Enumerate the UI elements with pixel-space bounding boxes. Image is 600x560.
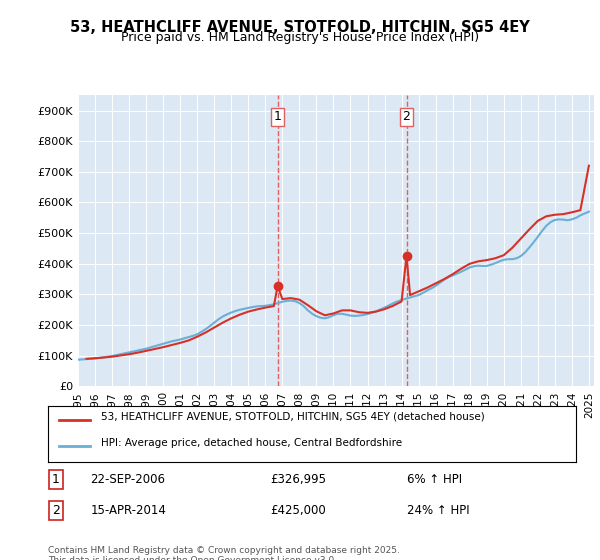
Text: 1: 1 [274,110,281,123]
Text: 15-APR-2014: 15-APR-2014 [90,504,166,517]
Text: £425,000: £425,000 [270,504,326,517]
Text: £326,995: £326,995 [270,473,326,486]
Text: HPI: Average price, detached house, Central Bedfordshire: HPI: Average price, detached house, Cent… [101,438,402,448]
Text: 1: 1 [52,473,60,486]
Text: 2: 2 [403,110,410,123]
Text: 53, HEATHCLIFF AVENUE, STOTFOLD, HITCHIN, SG5 4EY: 53, HEATHCLIFF AVENUE, STOTFOLD, HITCHIN… [70,20,530,35]
Text: 2: 2 [52,504,60,517]
Text: Price paid vs. HM Land Registry's House Price Index (HPI): Price paid vs. HM Land Registry's House … [121,31,479,44]
Text: 53, HEATHCLIFF AVENUE, STOTFOLD, HITCHIN, SG5 4EY (detached house): 53, HEATHCLIFF AVENUE, STOTFOLD, HITCHIN… [101,412,485,422]
Text: 24% ↑ HPI: 24% ↑ HPI [407,504,470,517]
Text: 6% ↑ HPI: 6% ↑ HPI [407,473,462,486]
Text: Contains HM Land Registry data © Crown copyright and database right 2025.
This d: Contains HM Land Registry data © Crown c… [48,546,400,560]
Text: 22-SEP-2006: 22-SEP-2006 [90,473,165,486]
